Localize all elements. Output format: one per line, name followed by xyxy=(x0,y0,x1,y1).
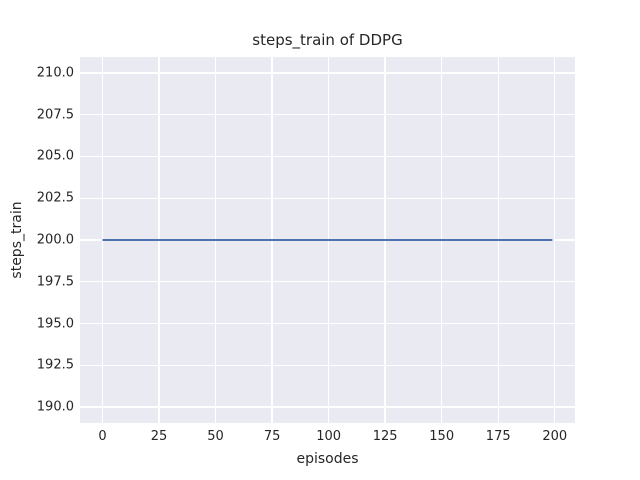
x-tick-label: 0 xyxy=(98,429,107,444)
x-tick-label: 75 xyxy=(263,429,281,444)
y-tick-label: 207.5 xyxy=(36,107,74,123)
gridline-horizontal xyxy=(80,364,575,367)
chart-title: steps_train of DDPG xyxy=(252,31,403,49)
x-axis-label: episodes xyxy=(296,451,359,467)
y-axis-label: steps_train xyxy=(9,201,25,279)
gridline-horizontal xyxy=(80,72,575,74)
gridline-horizontal xyxy=(80,406,575,408)
y-tick-label: 192.5 xyxy=(36,357,74,373)
x-tick-label: 25 xyxy=(150,429,168,444)
y-tick-label: 195.0 xyxy=(36,316,74,332)
gridline-horizontal xyxy=(80,281,575,283)
plot-area xyxy=(80,57,575,423)
data-line-layer xyxy=(102,239,553,241)
gridline-horizontal xyxy=(80,322,575,325)
y-tick-label: 202.5 xyxy=(36,190,74,206)
y-tick-label: 190.0 xyxy=(36,399,74,415)
y-tick-label: 205.0 xyxy=(36,148,74,164)
gridline-horizontal xyxy=(80,155,575,158)
y-tick-label: 200.0 xyxy=(36,232,74,248)
gridline-horizontal xyxy=(80,113,575,116)
x-tick-label: 175 xyxy=(485,429,511,444)
gridline-horizontal xyxy=(80,197,575,199)
x-tick-label: 50 xyxy=(207,429,224,444)
y-tick-label: 197.5 xyxy=(36,274,74,290)
x-tick-label: 100 xyxy=(316,429,342,444)
y-tick-label: 210.0 xyxy=(36,65,74,81)
x-tick-label: 125 xyxy=(372,429,398,444)
x-tick-label: 200 xyxy=(542,429,568,444)
x-tick-label: 150 xyxy=(429,429,455,444)
